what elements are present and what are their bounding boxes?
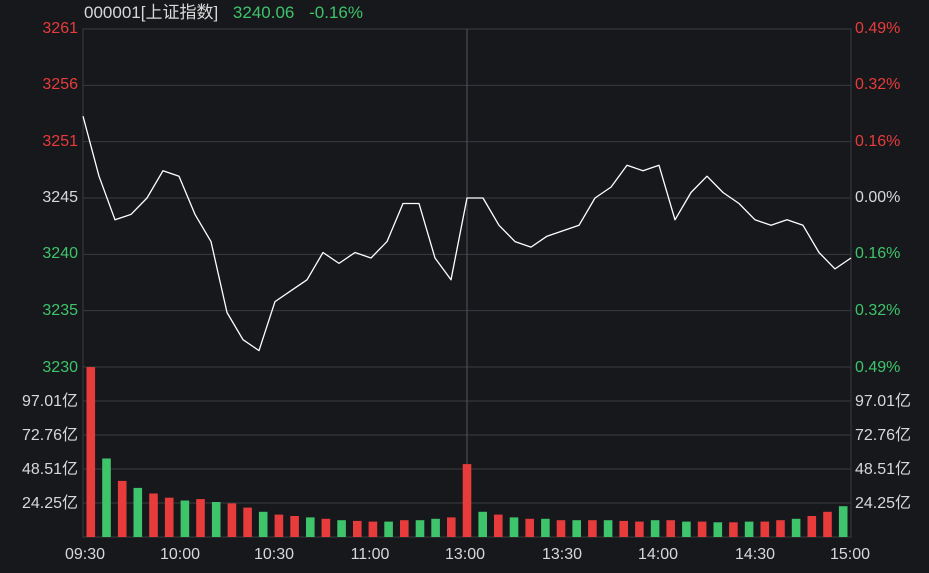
volume-bar bbox=[196, 499, 205, 537]
percent-tick-label: 0.49% bbox=[855, 359, 901, 376]
volume-bar bbox=[525, 518, 534, 537]
volume-tick-label: 97.01亿 bbox=[21, 393, 78, 410]
volume-bar bbox=[321, 518, 331, 537]
volume-tick-label: 97.01亿 bbox=[855, 393, 912, 410]
volume-bar bbox=[729, 522, 738, 537]
price-tick-label: 3256 bbox=[42, 76, 78, 93]
chart-header: 000001[上证指数] 3240.06 -0.16% bbox=[84, 2, 373, 24]
volume-bar bbox=[353, 520, 362, 537]
volume-bar bbox=[635, 521, 644, 537]
volume-bar bbox=[760, 521, 770, 537]
index-code-name: 000001[上证指数] bbox=[84, 3, 219, 22]
percent-tick-label: 0.32% bbox=[855, 76, 901, 93]
volume-bar bbox=[368, 521, 378, 537]
volume-bar bbox=[697, 521, 707, 537]
percent-tick-label: 0.16% bbox=[855, 245, 901, 262]
volume-bar bbox=[572, 520, 581, 537]
volume-bar bbox=[478, 511, 487, 537]
volume-bar bbox=[102, 458, 111, 537]
time-tick-label: 14:00 bbox=[637, 546, 679, 563]
volume-bar bbox=[619, 520, 628, 537]
time-tick-label: 15:00 bbox=[829, 546, 871, 563]
volume-bar bbox=[462, 464, 472, 537]
volume-bar bbox=[290, 516, 299, 537]
time-tick-label: 13:00 bbox=[444, 546, 486, 563]
volume-bar bbox=[306, 517, 315, 537]
volume-bar bbox=[180, 500, 190, 537]
price-tick-label: 3251 bbox=[42, 133, 78, 150]
volume-bar bbox=[666, 520, 675, 537]
volume-bar bbox=[823, 511, 832, 537]
percent-tick-label: 0.32% bbox=[855, 302, 901, 319]
volume-tick-label: 24.25亿 bbox=[855, 495, 912, 512]
volume-bar bbox=[274, 514, 284, 537]
volume-bar bbox=[447, 517, 456, 537]
volume-bar bbox=[243, 507, 252, 537]
price-tick-label: 3261 bbox=[42, 20, 78, 37]
volume-bar bbox=[494, 514, 503, 537]
volume-bar bbox=[744, 521, 754, 537]
volume-bar bbox=[588, 520, 597, 537]
volume-bar bbox=[791, 518, 801, 537]
time-tick-label: 10:00 bbox=[159, 546, 201, 563]
volume-bar bbox=[211, 502, 221, 537]
volume-bar bbox=[682, 521, 691, 537]
volume-bar bbox=[337, 520, 346, 537]
volume-bar bbox=[650, 520, 660, 537]
volume-bar bbox=[713, 522, 723, 537]
price-tick-label: 3230 bbox=[42, 359, 78, 376]
volume-tick-label: 72.76亿 bbox=[21, 427, 78, 444]
volume-bar bbox=[86, 367, 96, 537]
index-change: -0.16% bbox=[309, 3, 363, 22]
volume-bar bbox=[556, 520, 566, 537]
volume-bar bbox=[776, 520, 785, 537]
volume-bar bbox=[149, 493, 158, 537]
volume-bar bbox=[164, 497, 174, 537]
percent-tick-label: 0.49% bbox=[855, 20, 901, 37]
volume-bar bbox=[541, 518, 550, 537]
volume-bar bbox=[133, 487, 143, 537]
price-line bbox=[82, 116, 852, 352]
volume-bar bbox=[227, 503, 237, 537]
volume-bar bbox=[258, 511, 268, 537]
time-tick-label: 14:30 bbox=[734, 546, 776, 563]
price-tick-label: 3235 bbox=[42, 302, 78, 319]
volume-bar bbox=[117, 480, 127, 537]
time-tick-label: 13:30 bbox=[541, 546, 583, 563]
volume-bar bbox=[603, 520, 613, 537]
volume-bar bbox=[807, 516, 817, 537]
price-tick-label: 3240 bbox=[42, 245, 78, 262]
volume-tick-label: 72.76亿 bbox=[855, 427, 912, 444]
percent-tick-label: 0.00% bbox=[855, 189, 901, 206]
volume-tick-label: 24.25亿 bbox=[21, 495, 78, 512]
index-price: 3240.06 bbox=[232, 3, 295, 22]
volume-bar bbox=[400, 520, 409, 537]
volume-tick-label: 48.51亿 bbox=[855, 461, 912, 478]
time-tick-label: 09:30 bbox=[64, 546, 106, 563]
volume-tick-label: 48.51亿 bbox=[21, 461, 78, 478]
volume-bar bbox=[415, 520, 425, 537]
volume-bar bbox=[838, 506, 848, 537]
percent-tick-label: 0.16% bbox=[855, 133, 901, 150]
time-tick-label: 10:30 bbox=[253, 546, 295, 563]
volume-bar bbox=[431, 518, 440, 537]
price-tick-label: 3245 bbox=[42, 189, 78, 206]
volume-bar bbox=[384, 521, 393, 537]
time-tick-label: 11:00 bbox=[350, 546, 390, 563]
volume-bar bbox=[509, 517, 519, 537]
